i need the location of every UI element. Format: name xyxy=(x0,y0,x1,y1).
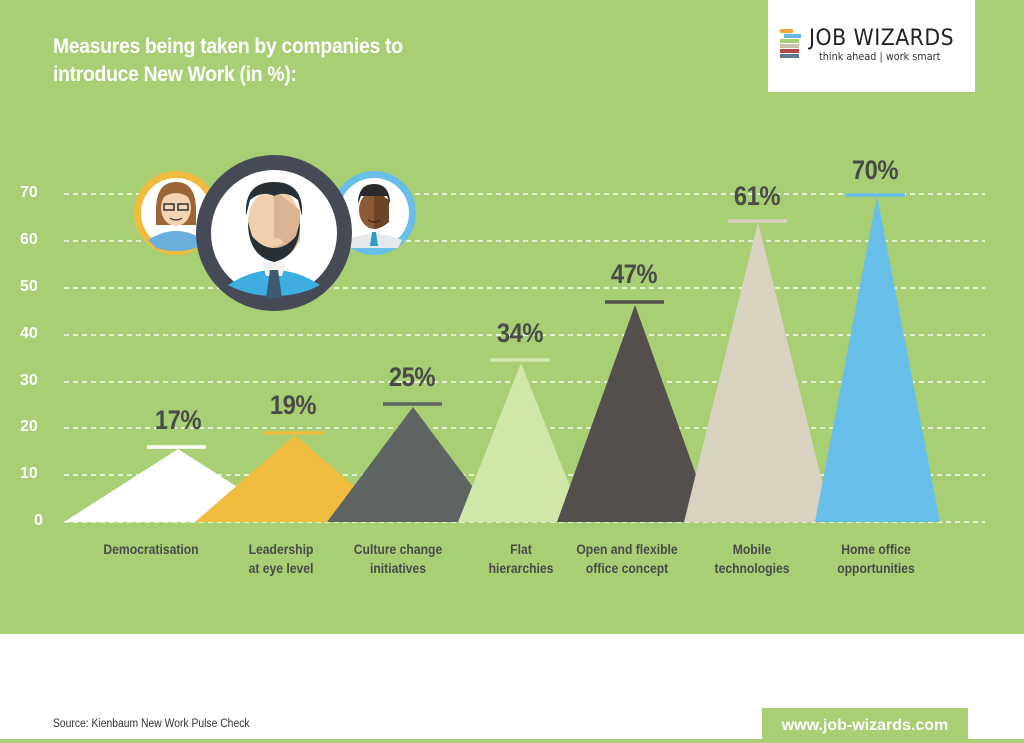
category-label: Open and flexible office concept xyxy=(576,542,678,576)
triangle-home-office xyxy=(815,196,940,522)
value-label: 17% xyxy=(154,405,202,435)
category-label: Culture change initiatives xyxy=(353,542,443,576)
logo: JOB WIZARDS think ahead | work smart xyxy=(768,0,975,92)
y-tick-40: 40 xyxy=(20,325,38,342)
triangles xyxy=(64,196,940,522)
footer-bar xyxy=(0,739,1024,743)
y-tick-0: 0 xyxy=(34,512,43,529)
triangle-open-office xyxy=(557,305,713,522)
y-tick-10: 10 xyxy=(20,465,38,482)
green-background-panel xyxy=(0,0,1024,634)
category-label: Leadership at eye level xyxy=(248,542,314,576)
triangle-flat xyxy=(458,363,584,522)
y-tick-60: 60 xyxy=(20,231,38,248)
logo-name: JOB WIZARDS xyxy=(809,26,955,51)
chart-title: Measures being taken by companies to int… xyxy=(53,33,476,89)
triangle-chart xyxy=(64,155,985,523)
value-label: 25% xyxy=(388,362,436,392)
logo-tagline: think ahead | work smart xyxy=(819,51,941,63)
value-label: 19% xyxy=(269,390,317,420)
cap-lines xyxy=(147,193,905,449)
category-label: Mobile technologies xyxy=(714,542,790,576)
value-label: 70% xyxy=(851,155,899,185)
bearded-man-avatar-icon xyxy=(196,155,352,311)
website-link[interactable]: www.job-wizards.com xyxy=(762,708,968,743)
category-label: Home office opportunities xyxy=(837,542,915,576)
man-dark-avatar-icon xyxy=(332,171,416,255)
books-stack-icon xyxy=(780,29,801,59)
category-label: Democratisation xyxy=(103,542,199,557)
y-tick-30: 30 xyxy=(20,372,38,389)
y-tick-70: 70 xyxy=(20,184,38,201)
title-line-2: introduce New Work (in %): xyxy=(53,63,297,86)
triangle-culture xyxy=(327,407,499,522)
y-tick-20: 20 xyxy=(20,418,38,435)
triangle-mobile xyxy=(684,222,832,522)
value-label: 34% xyxy=(496,318,544,348)
source-note: Source: Kienbaum New Work Pulse Check xyxy=(53,718,250,730)
value-label: 61% xyxy=(733,181,781,211)
value-label: 47% xyxy=(610,259,658,289)
y-tick-50: 50 xyxy=(20,278,38,295)
category-label: Flat hierarchies xyxy=(488,542,554,576)
title-line-1: Measures being taken by companies to xyxy=(53,35,403,58)
